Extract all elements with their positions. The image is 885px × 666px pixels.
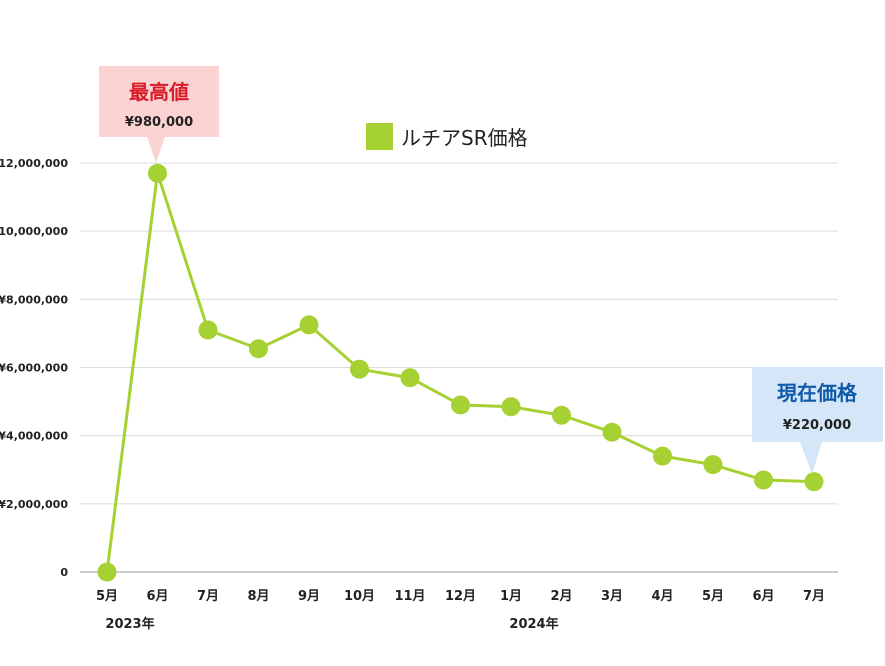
data-point <box>451 395 470 415</box>
legend-swatch <box>366 123 393 150</box>
x-tick-label: 8月 <box>247 589 269 604</box>
callout-max-title: 最高値 <box>129 80 189 104</box>
data-point <box>804 472 824 492</box>
series-points <box>97 163 824 582</box>
data-point <box>350 359 369 379</box>
callout-current-title: 現在価格 <box>777 381 858 405</box>
data-point <box>602 422 622 442</box>
year-label: 2024年 <box>509 616 558 632</box>
x-tick-label: 5月 <box>702 589 724 604</box>
callout-max-box <box>99 66 219 137</box>
x-tick-label: 6月 <box>146 589 168 604</box>
y-axis: 0 ¥2,000,000 ¥4,000,000 ¥6,000,000 ¥8,000,00… <box>0 157 68 579</box>
callout-current-box <box>752 367 883 442</box>
data-point <box>148 163 167 183</box>
x-tick-label: 3月 <box>601 589 623 604</box>
y-tick-label: ¥4,000,000 <box>0 430 68 443</box>
callout-current: 現在価格 ¥220,000 <box>752 367 883 474</box>
legend-label: ルチアSR価格 <box>401 126 528 150</box>
data-point <box>400 368 420 388</box>
y-tick-label: ¥6,000,000 <box>0 362 68 375</box>
y-tick-label: ¥12,000,000 <box>0 157 68 170</box>
y-tick-label: ¥8,000,000 <box>0 293 68 306</box>
x-tick-label: 7月 <box>197 589 219 604</box>
x-tick-label: 6月 <box>752 589 774 604</box>
legend: ルチアSR価格 <box>366 123 528 150</box>
x-tick-label: 10月 <box>344 589 375 604</box>
y-tick-label: 0 <box>60 566 68 579</box>
year-label: 2023年 <box>105 616 154 632</box>
series-line-path <box>105 171 815 573</box>
x-tick-label: 12月 <box>445 589 476 604</box>
data-point <box>97 562 117 582</box>
data-point <box>703 455 723 475</box>
callout-current-value: ¥220,000 <box>783 418 851 433</box>
y-tick-label: ¥2,000,000 <box>0 498 68 511</box>
callout-max: 最高値 ¥980,000 <box>99 66 219 163</box>
x-tick-label: 7月 <box>803 589 825 604</box>
x-tick-label: 9月 <box>298 589 320 604</box>
data-point <box>249 339 268 359</box>
x-tick-label: 5月 <box>96 589 118 604</box>
x-tick-label: 1月 <box>500 589 522 604</box>
callout-max-value: ¥980,000 <box>125 115 193 130</box>
data-point <box>653 446 672 466</box>
x-axis: 5月 6月 7月 8月 9月 10月 11月 12月 1月 2月 3月 4月 5月 6月 7月 2023年 20… <box>80 571 838 632</box>
gridlines <box>80 162 838 505</box>
callout-max-pointer <box>147 137 165 163</box>
y-tick-label: ¥10,000,000 <box>0 225 68 238</box>
x-tick-label: 2月 <box>550 589 572 604</box>
callout-current-pointer <box>800 442 822 474</box>
x-tick-label: 11月 <box>394 589 425 604</box>
series-line <box>105 171 815 573</box>
x-tick-label: 4月 <box>651 589 673 604</box>
data-point <box>754 470 773 490</box>
data-point <box>552 405 571 425</box>
data-point <box>299 315 319 335</box>
data-point <box>198 320 218 340</box>
data-point <box>501 397 521 417</box>
